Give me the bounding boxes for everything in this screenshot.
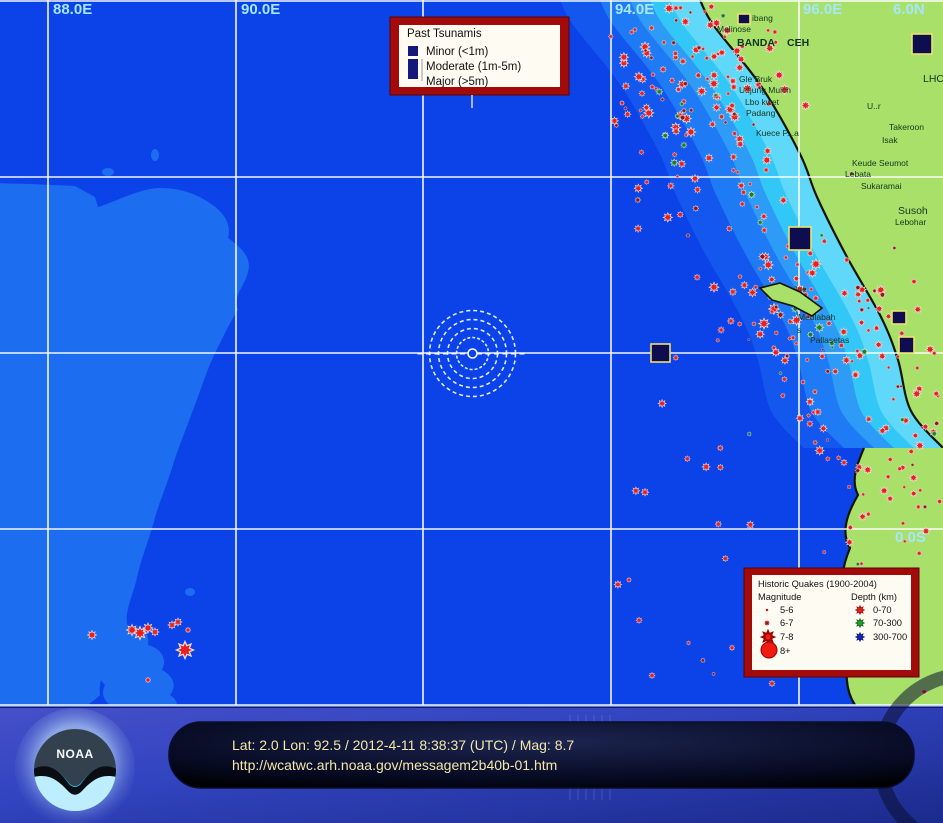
svg-text:Melinose: Melinose <box>717 24 751 34</box>
svg-text:6-7: 6-7 <box>780 618 793 628</box>
svg-text:Lbo kwet: Lbo kwet <box>745 97 780 107</box>
svg-text:Padang: Padang <box>746 108 776 118</box>
svg-text:Depth (km): Depth (km) <box>851 592 897 602</box>
svg-text:Lebata: Lebata <box>845 169 871 179</box>
svg-text:Moderate (1m-5m): Moderate (1m-5m) <box>426 61 521 73</box>
svg-text:Udjung Mulch: Udjung Mulch <box>739 85 791 95</box>
svg-text:http://wcatwc.arh.noaa.gov/mes: http://wcatwc.arh.noaa.gov/messagem2b40b… <box>232 757 557 773</box>
svg-text:LHO: LHO <box>923 73 943 85</box>
svg-text:CEH: CEH <box>787 37 809 49</box>
svg-text:300-700: 300-700 <box>873 632 907 642</box>
svg-text:Susoh: Susoh <box>898 205 928 217</box>
svg-text:Kuece P...a: Kuece P...a <box>756 128 799 138</box>
svg-text:Magnitude: Magnitude <box>758 592 801 602</box>
svg-text:Major (>5m): Major (>5m) <box>426 76 488 88</box>
svg-text:70-300: 70-300 <box>873 618 902 628</box>
svg-text:Lebohar: Lebohar <box>895 217 926 227</box>
svg-text:Takeroon: Takeroon <box>889 122 924 132</box>
svg-text:Isak: Isak <box>882 135 898 145</box>
svg-text:0-70: 0-70 <box>873 605 892 615</box>
svg-text:Meulabah: Meulabah <box>798 312 836 322</box>
svg-text:90.0E: 90.0E <box>241 1 280 18</box>
svg-text:Gle Bruk: Gle Bruk <box>739 74 773 84</box>
svg-text:Historic Quakes (1900-2004): Historic Quakes (1900-2004) <box>758 579 877 589</box>
svg-text:BANDA: BANDA <box>737 37 775 49</box>
svg-text:8+: 8+ <box>780 646 791 656</box>
svg-text:Pallasetas: Pallasetas <box>810 335 849 345</box>
svg-text:U..r: U..r <box>867 101 881 111</box>
svg-text:NOAA: NOAA <box>56 747 93 761</box>
svg-text:s: s <box>797 325 801 335</box>
svg-text:0.0S: 0.0S <box>895 529 926 546</box>
svg-text:5-6: 5-6 <box>780 605 793 615</box>
svg-text:96.0E: 96.0E <box>803 1 842 18</box>
svg-text:6.0N: 6.0N <box>893 1 925 18</box>
svg-text:Sukaramai: Sukaramai <box>861 181 902 191</box>
svg-text:94.0E: 94.0E <box>615 1 654 18</box>
svg-text:Lat: 2.0 Lon: 92.5 / 2012-4-11: Lat: 2.0 Lon: 92.5 / 2012-4-11 8:38:37 (… <box>232 737 574 753</box>
svg-text:88.0E: 88.0E <box>53 1 92 18</box>
svg-text:ibang: ibang <box>752 13 773 23</box>
svg-text:Keude Seumot: Keude Seumot <box>852 158 909 168</box>
svg-text:Minor (<1m): Minor (<1m) <box>426 46 488 58</box>
svg-text:7-8: 7-8 <box>780 632 793 642</box>
svg-text:Past Tsunamis: Past Tsunamis <box>407 28 482 40</box>
